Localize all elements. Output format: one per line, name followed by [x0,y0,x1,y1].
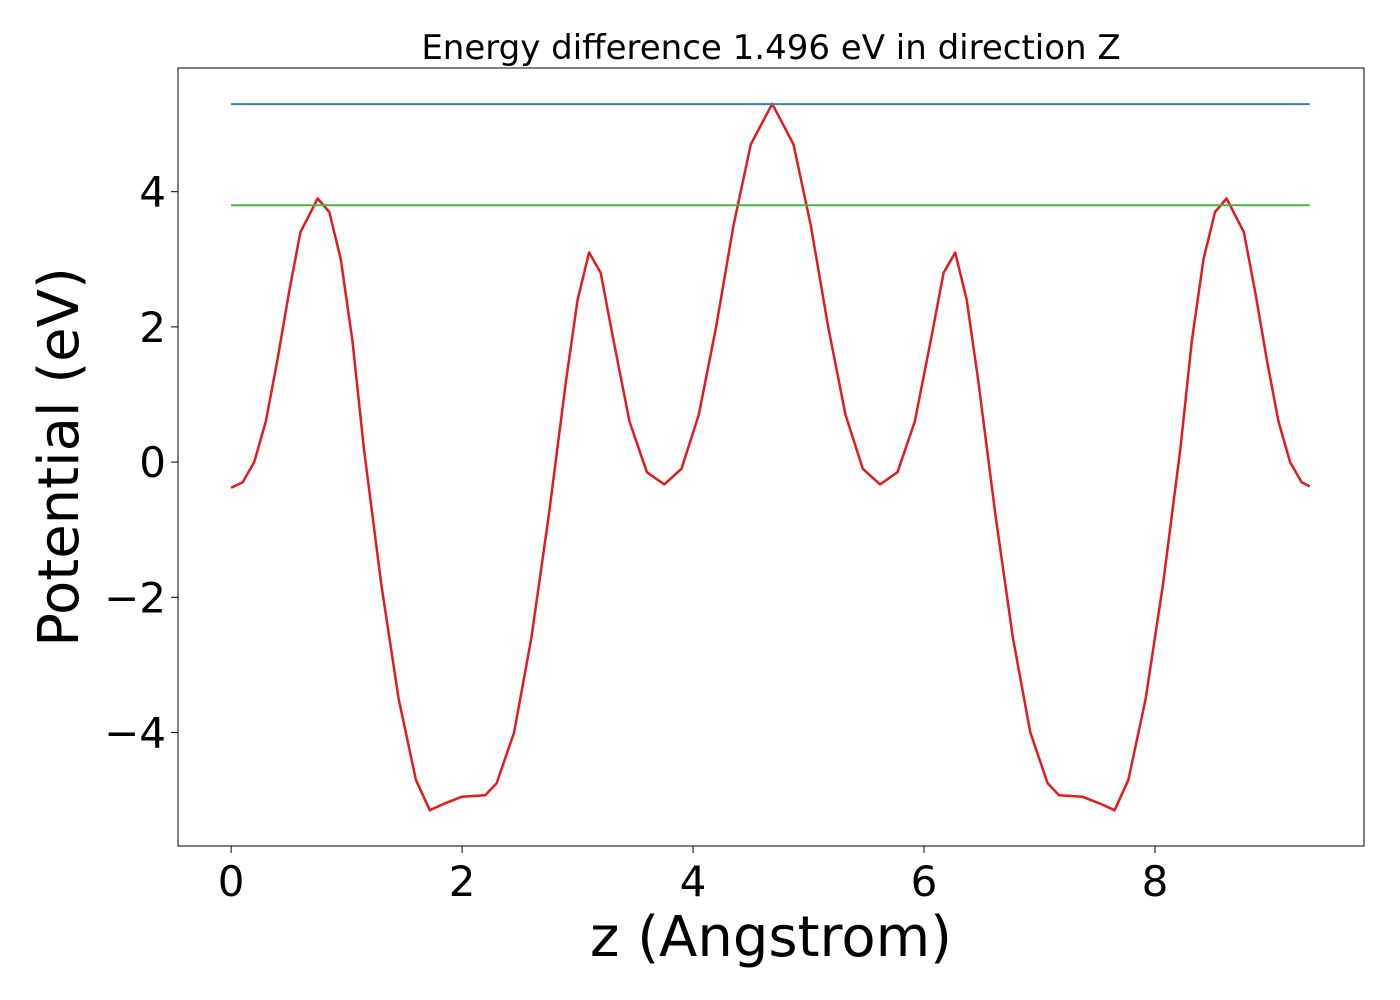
chart-title: Energy difference 1.496 eV in direction … [421,28,1120,68]
y-tick-label: 2 [139,303,166,352]
x-tick-label: 8 [1142,857,1169,906]
y-tick-label: −2 [104,573,166,622]
x-tick-label: 2 [449,857,476,906]
line-series [230,102,1311,812]
y-tick-label: 4 [139,168,166,217]
y-tick-label: 0 [139,438,166,487]
x-tick-label: 0 [218,857,245,906]
plot-frame [177,67,1365,847]
x-tick-label: 6 [911,857,938,906]
y-tick-label: −4 [104,708,166,757]
x-tick-label: 4 [680,857,707,906]
y-axis-label: Potential (eV) [27,267,92,647]
x-axis-label: z (Angstrom) [590,905,952,970]
